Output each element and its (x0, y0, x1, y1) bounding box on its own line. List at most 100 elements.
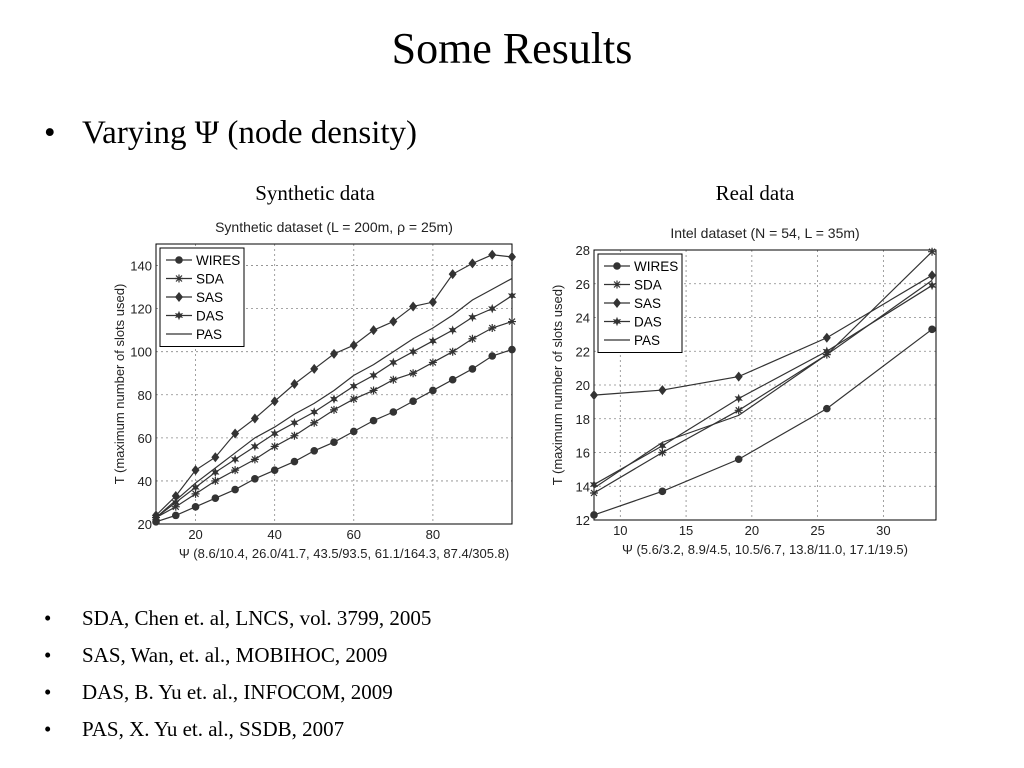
legend-label: SDA (196, 272, 224, 287)
legend-label: PAS (634, 333, 660, 348)
x-tick-label: 40 (267, 527, 281, 542)
data-point-sas (211, 452, 220, 463)
data-point-das (310, 407, 319, 417)
reference-item: • SDA, Chen et. al, LNCS, vol. 3799, 2005 (44, 600, 431, 637)
data-point-wires (823, 404, 831, 413)
y-tick-label: 120 (130, 302, 152, 317)
y-tick-label: 100 (130, 345, 152, 360)
reference-item: • DAS, B. Yu et. al., INFOCOM, 2009 (44, 674, 431, 711)
data-point-sda (330, 405, 338, 414)
bullet-dot: • (44, 643, 52, 667)
data-point-sda (290, 431, 299, 440)
series-wires (152, 345, 516, 526)
data-point-sda (231, 466, 240, 475)
data-point-sas (369, 325, 378, 336)
data-point-sda (928, 247, 937, 256)
data-point-sas (409, 301, 418, 312)
x-tick-label: 20 (745, 523, 759, 538)
data-point-sda (428, 358, 437, 367)
reference-text: PAS, X. Yu et. al., SSDB, 2007 (82, 717, 345, 741)
data-point-sda (409, 369, 418, 378)
data-point-das (230, 454, 240, 465)
data-point-wires (658, 487, 667, 496)
caption-real: Real data (715, 181, 795, 205)
data-point-sda (250, 455, 259, 464)
data-point-das (488, 303, 497, 314)
data-point-das (349, 381, 358, 391)
data-point-wires (231, 485, 239, 494)
data-point-sas (330, 348, 338, 359)
y-tick-label: 12 (576, 513, 590, 528)
bullet-dot: • (44, 115, 56, 151)
data-point-sas (191, 465, 200, 476)
data-point-wires (429, 386, 437, 395)
data-point-sda (508, 317, 516, 326)
series-sas (590, 270, 937, 401)
series-line-pas (593, 279, 933, 489)
data-point-sas (349, 340, 358, 351)
legend-label: DAS (634, 315, 662, 330)
legend-label: DAS (196, 309, 224, 324)
data-point-das (211, 467, 220, 478)
data-point-wires (734, 455, 743, 464)
series-sas (152, 249, 516, 521)
data-point-das (658, 440, 667, 451)
legend-label: PAS (196, 327, 222, 342)
data-point-sas (290, 379, 299, 389)
data-point-das (408, 346, 418, 357)
bullet-dot: • (44, 680, 52, 704)
data-point-sda (369, 386, 378, 395)
series-line-wires (155, 348, 513, 523)
y-tick-label: 20 (138, 517, 152, 532)
x-tick-label: 20 (188, 527, 202, 542)
data-point-wires (310, 446, 319, 455)
data-point-das (822, 346, 831, 357)
main-bullet-text: Varying Ψ (node density) (82, 115, 418, 151)
legend-marker (613, 280, 621, 289)
bullet-dot: • (44, 717, 52, 741)
data-point-sas (231, 428, 240, 439)
data-point-sas (734, 371, 743, 382)
data-point-wires (409, 397, 417, 406)
y-tick-label: 40 (138, 474, 152, 489)
data-point-sas (250, 413, 259, 424)
plot-frame (155, 243, 513, 525)
reference-item: • PAS, X. Yu et. al., SSDB, 2007 (44, 711, 431, 748)
caption-synthetic: Synthetic data (255, 181, 375, 205)
data-point-sas (428, 297, 437, 308)
reference-list: • SDA, Chen et. al, LNCS, vol. 3799, 2005… (44, 600, 431, 748)
data-point-sda (310, 418, 319, 427)
y-tick-label: 24 (576, 311, 590, 326)
reference-text: DAS, B. Yu et. al., INFOCOM, 2009 (82, 680, 393, 704)
data-point-wires (171, 511, 180, 520)
data-point-wires (488, 352, 497, 360)
legend: WIRES SDA SAS DAS PAS (597, 253, 683, 353)
x-tick-label: 25 (810, 523, 824, 538)
data-point-wires (369, 416, 378, 425)
data-point-sas (508, 251, 516, 262)
data-point-das (329, 394, 339, 404)
legend: WIRES SDA SAS DAS PAS (159, 247, 245, 347)
legend-label: WIRES (196, 253, 240, 268)
slide-title: Some Results (391, 24, 633, 73)
series-sda (152, 317, 516, 522)
data-point-sda (349, 395, 358, 404)
x-tick-label: 10 (613, 523, 627, 538)
data-point-sas (468, 258, 477, 269)
data-point-wires (290, 457, 299, 466)
data-point-sda (488, 324, 497, 332)
y-tick-label: 60 (138, 431, 152, 446)
data-point-das (171, 497, 180, 508)
y-tick-label: 16 (576, 446, 590, 461)
legend-marker (613, 298, 621, 308)
data-point-wires (330, 438, 338, 446)
y-axis-label: T (maximum number of slots used) (550, 285, 565, 486)
x-tick-label: 80 (426, 527, 440, 542)
y-tick-label: 14 (576, 479, 590, 494)
series-line-wires (593, 328, 933, 516)
legend-marker (612, 316, 622, 327)
data-point-sda (389, 375, 398, 384)
data-point-sas (310, 363, 319, 374)
data-point-das (428, 336, 438, 346)
data-point-sda (468, 334, 477, 343)
